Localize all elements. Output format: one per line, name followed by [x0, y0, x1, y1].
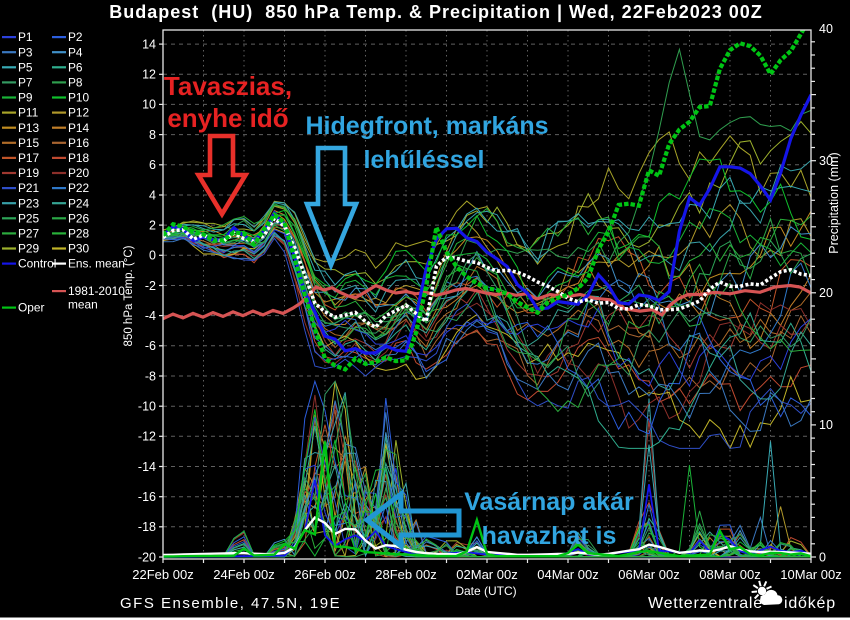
svg-text:P15: P15	[18, 136, 40, 150]
svg-text:Precipitation (mm): Precipitation (mm)	[827, 152, 841, 253]
svg-text:30: 30	[819, 154, 833, 168]
svg-text:P19: P19	[18, 166, 40, 180]
svg-text:P25: P25	[18, 211, 40, 225]
svg-text:-2: -2	[145, 279, 156, 293]
svg-text:enyhe idő: enyhe idő	[167, 103, 288, 133]
svg-text:P22: P22	[68, 181, 90, 195]
svg-text:lehűléssel: lehűléssel	[364, 146, 485, 174]
svg-text:mean: mean	[68, 297, 98, 311]
svg-text:Tavaszias,: Tavaszias,	[164, 71, 292, 101]
svg-text:P10: P10	[68, 91, 90, 105]
svg-text:P9: P9	[18, 91, 33, 105]
svg-text:02Mar 00z: 02Mar 00z	[456, 567, 517, 582]
svg-text:06Mar 00z: 06Mar 00z	[618, 567, 679, 582]
svg-text:P27: P27	[18, 227, 40, 241]
svg-text:P7: P7	[18, 76, 33, 90]
svg-text:-8: -8	[145, 369, 156, 383]
svg-text:Budapest (HU) 850 hPa Temp.: Budapest (HU) 850 hPa Temp. & Precipitat…	[109, 2, 763, 22]
svg-text:P8: P8	[68, 76, 83, 90]
svg-text:P16: P16	[68, 136, 90, 150]
svg-text:-20: -20	[138, 550, 156, 564]
svg-text:Wetterzentrale: Wetterzentrale	[648, 595, 763, 612]
svg-text:0: 0	[149, 249, 156, 263]
svg-text:6: 6	[149, 158, 156, 172]
svg-text:28Feb 00z: 28Feb 00z	[375, 567, 436, 582]
svg-text:időkép: időkép	[784, 595, 836, 612]
svg-text:8: 8	[149, 128, 156, 142]
svg-text:Hidegfront, markáns: Hidegfront, markáns	[305, 112, 548, 140]
svg-text:Oper: Oper	[18, 301, 44, 315]
svg-text:40: 40	[819, 22, 833, 36]
svg-text:GFS Ensemble, 47.5N, 19E: GFS Ensemble, 47.5N, 19E	[120, 595, 341, 612]
svg-text:P4: P4	[68, 45, 83, 59]
svg-text:1981-2010: 1981-2010	[68, 284, 125, 298]
svg-text:Ens. mean: Ens. mean	[68, 257, 125, 271]
svg-text:14: 14	[142, 37, 156, 51]
svg-text:havazhat is: havazhat is	[482, 522, 617, 550]
svg-text:P28: P28	[68, 227, 90, 241]
svg-text:-4: -4	[145, 309, 156, 323]
svg-text:22Feb 00z: 22Feb 00z	[132, 567, 193, 582]
svg-text:P20: P20	[68, 166, 90, 180]
svg-text:4: 4	[149, 188, 156, 202]
svg-text:2: 2	[149, 218, 156, 232]
svg-text:Date (UTC): Date (UTC)	[455, 584, 516, 598]
svg-text:850 hPa Temp. (°C): 850 hPa Temp. (°C)	[123, 245, 135, 346]
svg-text:P12: P12	[68, 106, 90, 120]
svg-text:10: 10	[142, 98, 156, 112]
svg-text:Vasárnap akár: Vasárnap akár	[464, 488, 634, 516]
svg-text:04Mar 00z: 04Mar 00z	[537, 567, 598, 582]
svg-text:08Mar 00z: 08Mar 00z	[699, 567, 760, 582]
svg-text:-6: -6	[145, 339, 156, 353]
svg-text:P17: P17	[18, 151, 40, 165]
svg-text:P18: P18	[68, 151, 90, 165]
svg-text:P13: P13	[18, 121, 40, 135]
svg-text:P21: P21	[18, 181, 40, 195]
svg-text:10: 10	[819, 418, 833, 432]
svg-text:12: 12	[142, 68, 156, 82]
svg-text:24Feb 00z: 24Feb 00z	[213, 567, 274, 582]
svg-text:10Mar 00z: 10Mar 00z	[780, 567, 841, 582]
svg-text:-12: -12	[138, 430, 156, 444]
svg-text:Control: Control	[18, 257, 56, 271]
svg-text:P5: P5	[18, 60, 33, 74]
svg-text:P26: P26	[68, 211, 90, 225]
svg-text:20: 20	[819, 286, 833, 300]
svg-text:P11: P11	[18, 106, 39, 120]
svg-text:P29: P29	[18, 242, 40, 256]
svg-text:P6: P6	[68, 60, 83, 74]
svg-text:P3: P3	[18, 45, 33, 59]
svg-text:P24: P24	[68, 196, 90, 210]
svg-text:-14: -14	[138, 460, 156, 474]
svg-text:P23: P23	[18, 196, 40, 210]
svg-text:-10: -10	[138, 400, 156, 414]
svg-text:P30: P30	[68, 242, 90, 256]
svg-text:P1: P1	[18, 30, 33, 44]
svg-text:P2: P2	[68, 30, 83, 44]
svg-text:-16: -16	[138, 490, 156, 504]
svg-text:P14: P14	[68, 121, 90, 135]
svg-text:-18: -18	[138, 520, 156, 534]
svg-text:26Feb 00z: 26Feb 00z	[294, 567, 355, 582]
svg-text:0: 0	[819, 550, 826, 564]
